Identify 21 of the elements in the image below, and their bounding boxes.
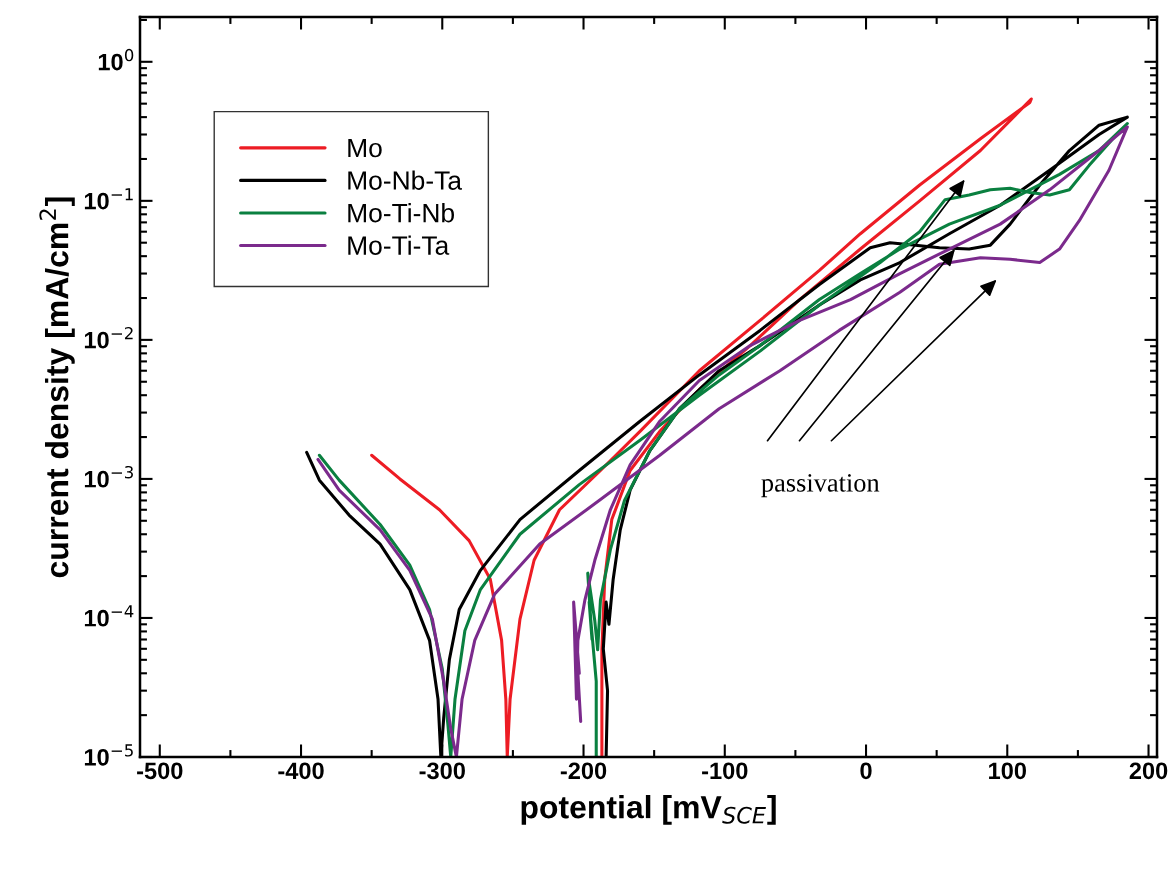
x-tick-label: -100 xyxy=(702,762,748,780)
x-axis-title: potential [mV$_{SCE}$] xyxy=(521,794,776,825)
y-tick-label: 10$^{−2}$ xyxy=(84,326,133,349)
y-tick-label: 10$^{−3}$ xyxy=(84,465,133,488)
legend-label: Mo-Nb-Ta xyxy=(348,170,462,190)
x-tick-label: -500 xyxy=(137,762,183,780)
y-tick-label: 10$^{0}$ xyxy=(98,48,134,71)
y-axis-title: current density [mA/cm$^{2}$] xyxy=(39,197,75,578)
y-tick-label: 10$^{−1}$ xyxy=(84,188,133,210)
legend-label: Mo-Ti-Nb xyxy=(348,203,455,223)
x-tick-label: -300 xyxy=(419,762,465,780)
legend-label: Mo-Ti-Ta xyxy=(348,235,450,255)
x-tick-label: -200 xyxy=(560,762,607,780)
annotation: passivation xyxy=(761,474,880,498)
legend-label: Mo xyxy=(348,138,382,158)
y-tick-label: 10$^{−4}$ xyxy=(84,605,134,627)
x-tick-label: 0 xyxy=(860,762,872,780)
x-tick-label: 100 xyxy=(989,762,1027,780)
x-tick-label: -400 xyxy=(278,762,324,780)
y-tick-label: 10$^{−5}$ xyxy=(84,744,133,766)
x-tick-label: 200 xyxy=(1129,762,1168,780)
